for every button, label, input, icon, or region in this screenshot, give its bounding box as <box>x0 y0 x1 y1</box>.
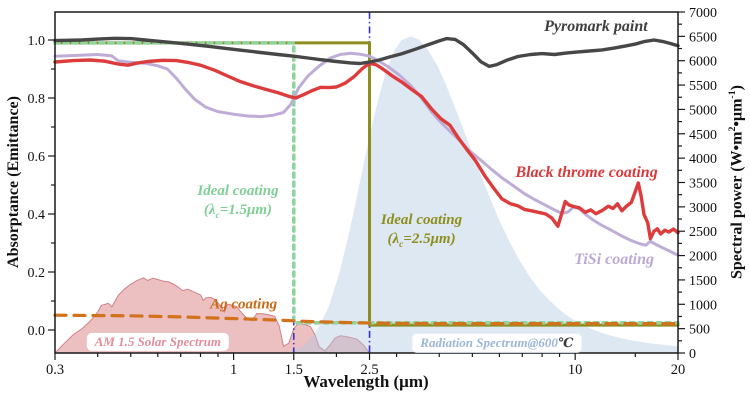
series-ag-coating <box>53 313 680 326</box>
annotation-tisi-coating: TiSi coating <box>574 250 655 268</box>
right-axis-title-text3: ) <box>728 84 746 91</box>
series-black-throme-coating <box>53 58 680 241</box>
y-right-tick-label: 7000 <box>689 6 717 21</box>
x-tick-label: 1 <box>230 362 237 378</box>
annotation-ideal-1-5-line1: Ideal coating <box>197 183 279 200</box>
y-right-tick-label: 2000 <box>689 250 717 265</box>
right-axis-title-sup2: -1 <box>727 90 738 99</box>
x-tick-label: 10 <box>568 362 583 378</box>
x-tick-label: 2.5 <box>360 362 378 378</box>
y-right-tick-label: 5000 <box>689 103 717 118</box>
annotation-am15-solar-spectrum: AM 1.5 Solar Spectrum <box>86 332 230 351</box>
right-axis-title-text: Spectral power (W•m <box>728 131 746 280</box>
series-pyromark-paint <box>53 36 680 69</box>
x-tick-label: 1.5 <box>285 362 303 378</box>
y-right-tick-label: 3500 <box>689 177 717 192</box>
y-right-tick-label: 0 <box>689 347 696 362</box>
y-left-tick-label: 0.2 <box>28 266 46 281</box>
area-radiation-spectrum-600- <box>288 36 678 354</box>
x-tick-label: 0.3 <box>46 362 64 378</box>
annotation-ideal-1-5-line2: (λc=1.5μm) <box>203 201 273 221</box>
y-right-tick-label: 6500 <box>689 30 717 45</box>
y-right-tick-label: 2500 <box>689 225 717 240</box>
y-left-tick-label: 0.4 <box>28 208 46 223</box>
annotation-ideal-coating-2-5: Ideal coating (λc=2.5μm) <box>381 211 462 251</box>
y-right-tick-label: 5500 <box>689 79 717 94</box>
y-right-tick-label: 1000 <box>689 298 717 313</box>
y-left-tick-label: 0.6 <box>28 150 46 165</box>
y-right-tick-label: 4000 <box>689 152 717 167</box>
annotation-ideal-2-5-line2: (λc=2.5μm) <box>387 230 456 250</box>
y-right-tick-label: 3000 <box>689 201 717 216</box>
right-axis-title-sup1: 2 <box>727 126 738 132</box>
y-left-tick-label: 0.0 <box>28 324 46 339</box>
annotation-ag-coating: Ag coating <box>210 296 278 313</box>
y-right-tick-label: 500 <box>689 323 710 338</box>
right-axis-title: Spectral power (W•m2•μm-1) <box>722 2 746 362</box>
right-axis-title-text2: •μm <box>728 98 746 127</box>
annotation-black-throme-coating: Black throme coating <box>515 164 658 182</box>
y-left-tick-label: 0.8 <box>28 92 46 107</box>
x-tick-label: 20 <box>671 362 686 378</box>
y-left-tick-label: 1.0 <box>28 34 46 49</box>
x-axis-title: Wavelength (μm) <box>303 372 429 391</box>
y-right-tick-label: 1500 <box>689 274 717 289</box>
annotation-ideal-2-5-line1: Ideal coating <box>380 212 463 229</box>
y-right-tick-label: 4500 <box>689 128 717 143</box>
annotation-ideal-coating-1-5: Ideal coating (λc=1.5μm) <box>197 182 278 222</box>
y-right-tick-label: 6000 <box>689 55 717 70</box>
annotation-radiation-spectrum: Radiation Spectrum@600℃ <box>411 332 583 353</box>
left-axis-title: Absorptance (Emittance) <box>5 96 22 268</box>
degree-celsius-symbol: ℃ <box>557 334 574 350</box>
annotation-pyromark-paint: Pyromark paint <box>544 17 648 35</box>
